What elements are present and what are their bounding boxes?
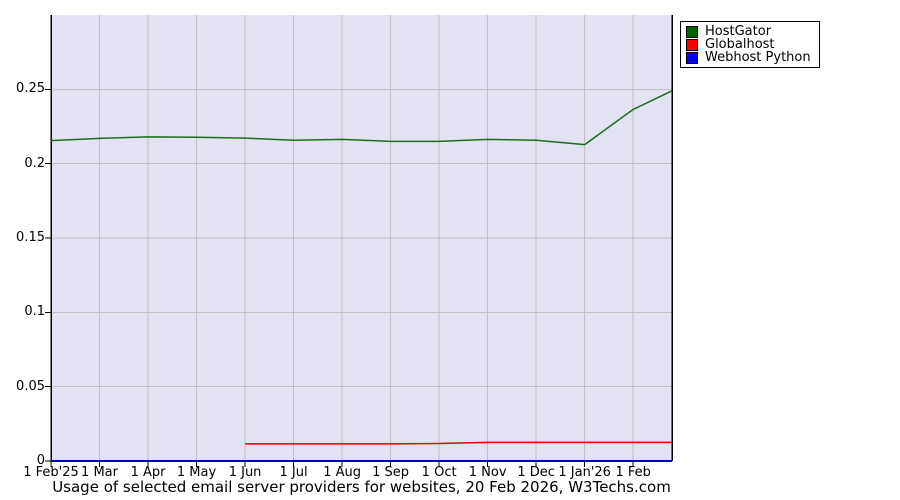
legend-item-webhost-python: Webhost Python [686, 51, 811, 64]
x-tick-label: 1 Jul [279, 465, 308, 480]
x-tick-label: 1 Jan'26 [558, 465, 611, 480]
x-tick-label: 1 Jun [228, 465, 262, 480]
y-tick-label: 0.25 [16, 81, 45, 97]
y-tick-label: 0 [36, 453, 45, 468]
y-tick-label: 0.2 [24, 155, 45, 171]
legend-swatch-icon [686, 51, 698, 64]
legend-label: Globalhost [705, 37, 775, 52]
x-tick-label: 1 May [176, 465, 217, 480]
legend-item-hostgator: HostGator [686, 25, 811, 38]
x-tick-label: 1 Feb [615, 465, 651, 480]
legend-swatch-icon [686, 25, 698, 38]
legend-label: Webhost Python [705, 50, 811, 65]
legend-label: HostGator [705, 24, 772, 39]
x-tick-label: 1 Oct [421, 465, 457, 480]
y-tick-label: 0.1 [24, 304, 45, 320]
series-line-hostgator [50, 90, 673, 146]
x-tick-label: 1 Feb'25 [23, 465, 79, 480]
legend-item-globalhost: Globalhost [686, 38, 811, 51]
x-tick-label: 1 Mar [81, 465, 118, 480]
series-line-globalhost [245, 441, 672, 445]
x-tick-label: 1 Sep [372, 465, 410, 480]
legend-swatch-icon [686, 38, 698, 51]
x-tick-label: 1 Nov [468, 465, 507, 480]
x-tick-label: 1 Dec [517, 465, 555, 480]
x-tick-label: 1 Aug [323, 465, 361, 480]
legend: HostGator Globalhost Webhost Python [680, 21, 820, 68]
y-tick-label: 0.15 [16, 230, 45, 245]
chart-title: Usage of selected email server providers… [52, 478, 671, 496]
y-tick-label: 0.05 [16, 378, 45, 394]
x-tick-label: 1 Apr [130, 465, 166, 480]
